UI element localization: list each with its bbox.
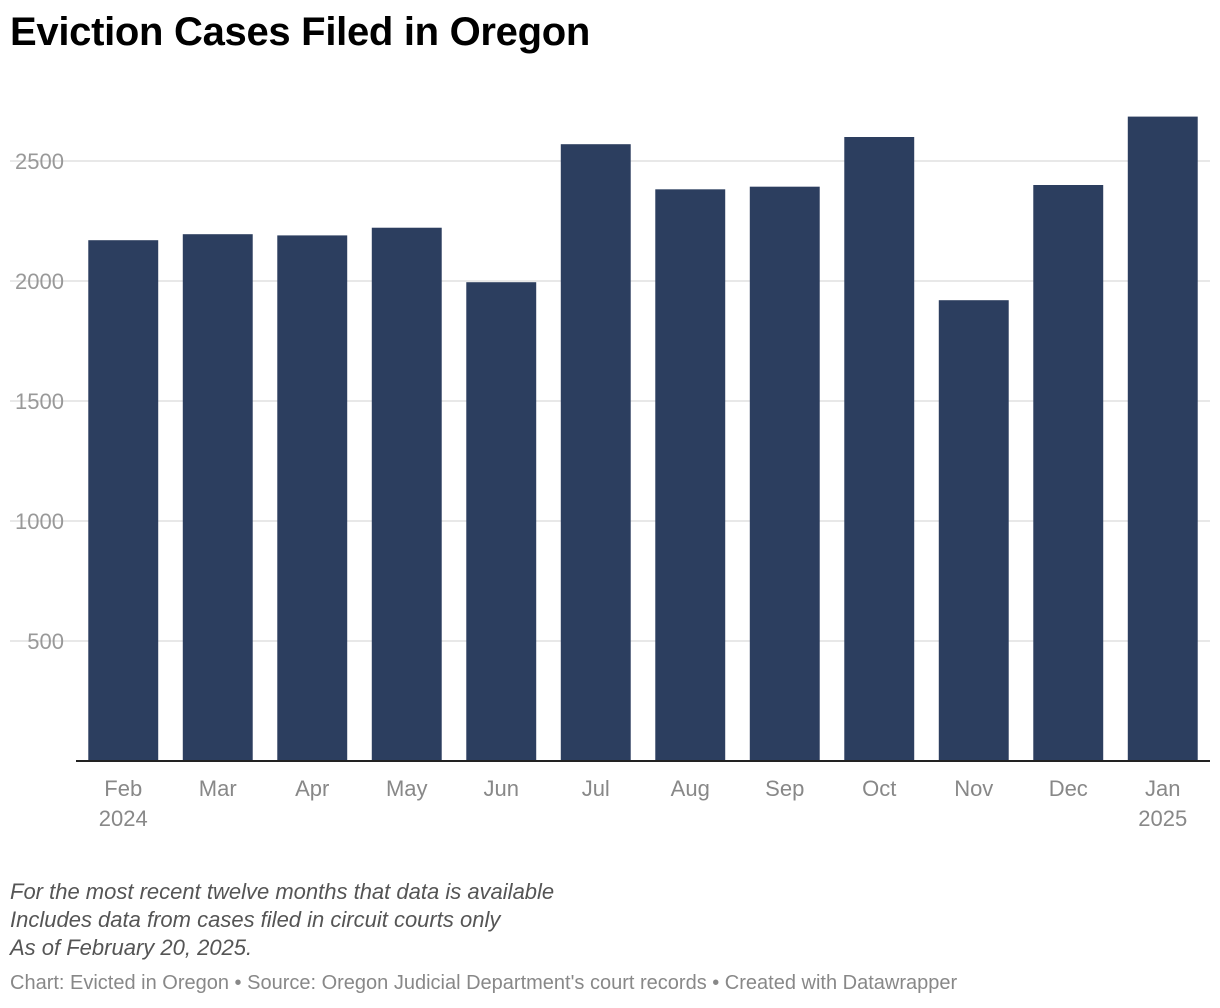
y-axis-ticks: 500 1000 1500 2000 2500 [15, 149, 64, 654]
y-tick-label: 1000 [15, 509, 64, 534]
note-line: For the most recent twelve months that d… [10, 879, 555, 904]
x-tick-label: Oct [862, 776, 896, 801]
x-axis-ticks: Feb 2024 Mar Apr May Jun Jul Aug Sep Oct Nov Dec Jan… [99, 776, 1187, 831]
x-tick-year-label: 2025 [1138, 806, 1187, 831]
x-tick-label: Sep [765, 776, 804, 801]
bars [88, 116, 1198, 762]
y-tick-label: 1500 [15, 389, 64, 414]
x-tick-label: Nov [954, 776, 993, 801]
bar-sep [749, 186, 820, 761]
x-tick-label: Aug [671, 776, 710, 801]
bar-jun [466, 282, 537, 761]
x-tick-label: Jan [1145, 776, 1180, 801]
chart-title: Eviction Cases Filed in Oregon [10, 10, 591, 54]
bar-nov [938, 300, 1009, 761]
bar-mar [182, 234, 253, 761]
bar-jan [1127, 116, 1198, 762]
x-tick-label: Apr [295, 776, 329, 801]
x-tick-label: Jul [582, 776, 610, 801]
x-tick-label: Jun [484, 776, 519, 801]
bar-feb [88, 240, 159, 761]
chart-credits: Chart: Evicted in Oregon • Source: Orego… [10, 972, 958, 994]
x-tick-label: May [386, 776, 428, 801]
chart-notes: For the most recent twelve months that d… [10, 878, 554, 962]
bar-aug [655, 189, 726, 761]
bar-apr [277, 235, 348, 761]
bar-dec [1033, 185, 1104, 761]
x-tick-label: Feb [104, 776, 142, 801]
x-tick-label: Mar [199, 776, 237, 801]
bar-may [371, 227, 442, 762]
y-tick-label: 500 [27, 629, 64, 654]
x-tick-label: Dec [1049, 776, 1088, 801]
note-line: As of February 20, 2025. [10, 935, 253, 960]
y-tick-label: 2500 [15, 149, 64, 174]
y-tick-label: 2000 [15, 269, 64, 294]
x-tick-year-label: 2024 [99, 806, 148, 831]
note-line: Includes data from cases filed in circui… [10, 907, 501, 932]
bar-oct [844, 137, 915, 761]
bar-jul [560, 144, 631, 761]
